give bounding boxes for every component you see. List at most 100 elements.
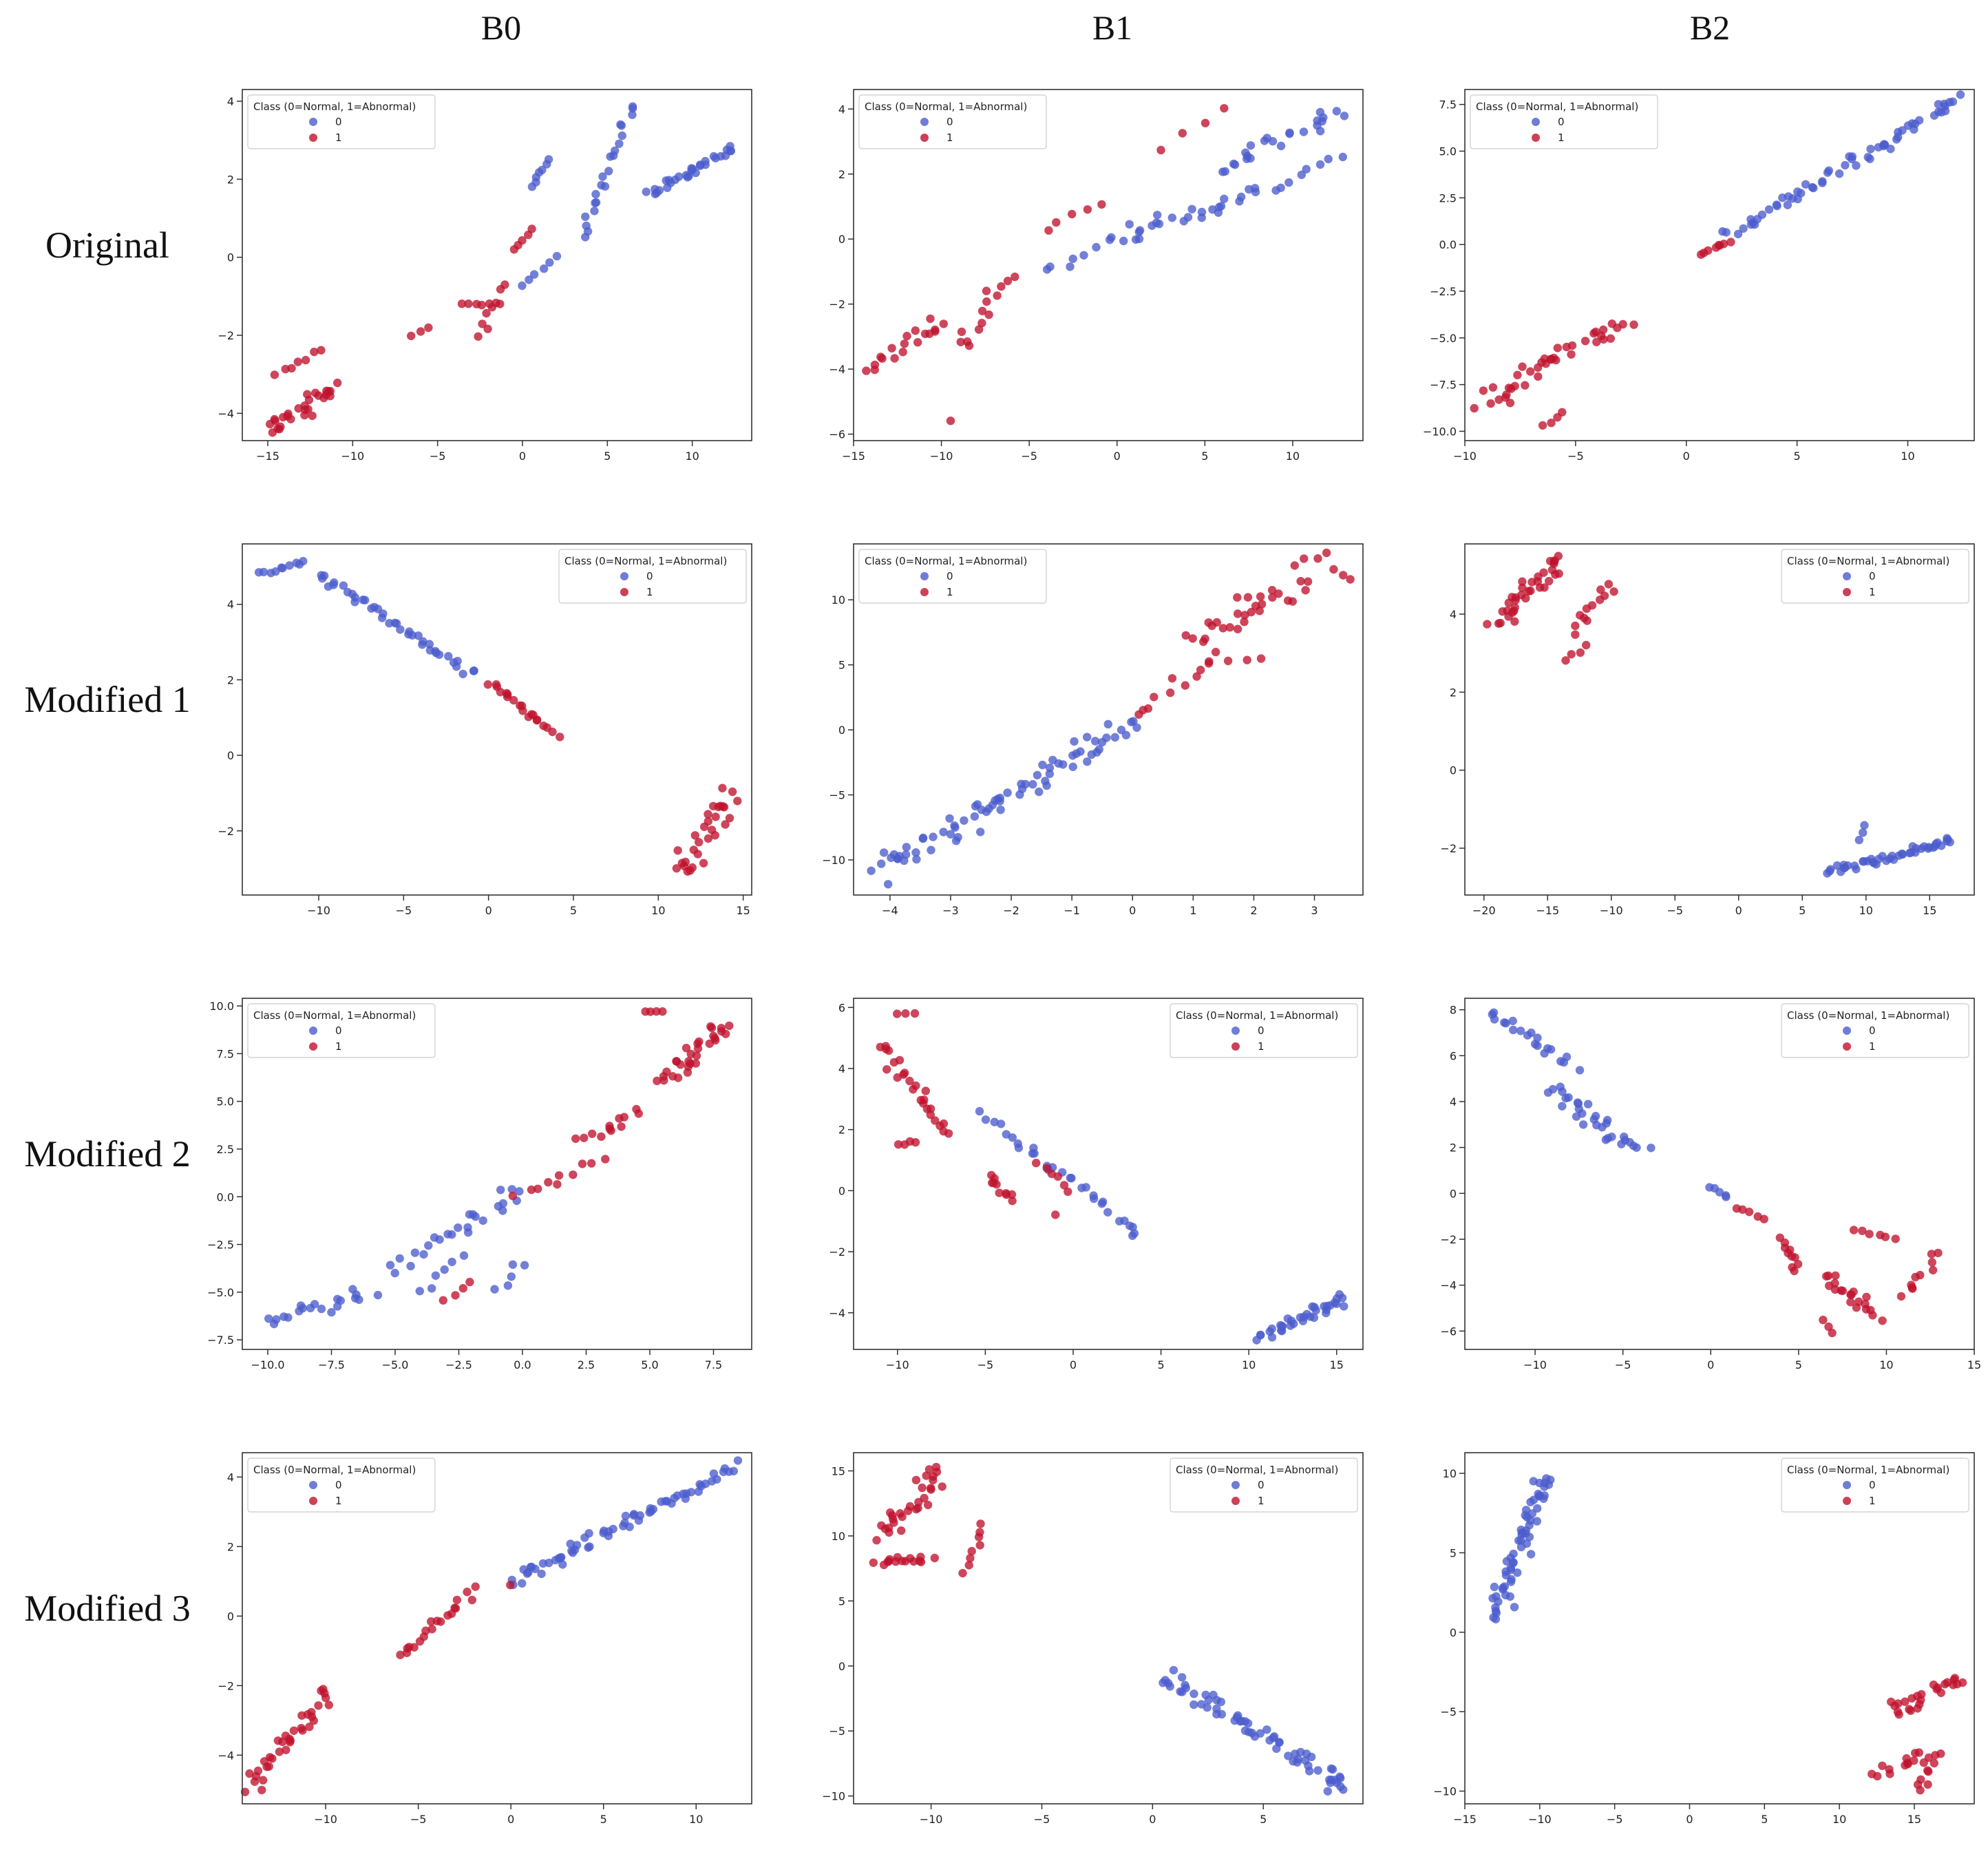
panel-modified-3-b2-series-1 bbox=[1868, 1674, 1967, 1795]
scatter-point bbox=[870, 360, 880, 370]
y-tick-label: 2 bbox=[1450, 686, 1457, 699]
y-tick-label: 2 bbox=[227, 1540, 234, 1553]
scatter-point bbox=[1340, 112, 1349, 120]
scatter-point bbox=[951, 836, 961, 845]
scatter-point bbox=[483, 324, 492, 333]
scatter-point bbox=[452, 1595, 462, 1605]
scatter-point bbox=[305, 1723, 314, 1732]
legend-marker-0 bbox=[309, 118, 317, 126]
scatter-point bbox=[1494, 395, 1503, 404]
scatter-point bbox=[904, 1506, 913, 1515]
panel-modified-3-b0-legend: Class (0=Normal, 1=Abnormal) 0 1 bbox=[247, 1458, 436, 1513]
scatter-point bbox=[879, 848, 889, 857]
y-tick-label: 2 bbox=[838, 1124, 845, 1137]
legend-title: Class (0=Normal, 1=Abnormal) bbox=[1787, 555, 1949, 567]
scatter-point bbox=[1859, 857, 1868, 866]
scatter-point bbox=[1268, 593, 1277, 602]
scatter-point bbox=[1629, 320, 1638, 329]
scatter-point bbox=[620, 1113, 628, 1122]
x-tick-label: −10 bbox=[920, 1813, 943, 1826]
scatter-point bbox=[944, 1129, 953, 1138]
y-tick-label: 0 bbox=[227, 1610, 234, 1623]
scatter-point bbox=[1523, 1031, 1532, 1040]
scatter-point bbox=[1479, 386, 1488, 395]
scatter-point bbox=[1518, 577, 1527, 586]
scatter-point bbox=[686, 1488, 696, 1497]
scatter-point bbox=[527, 224, 536, 233]
scatter-point bbox=[1790, 1266, 1799, 1276]
scatter-point bbox=[927, 845, 935, 854]
row-header-modified-3: Modified 3 bbox=[24, 1588, 191, 1629]
scatter-point bbox=[1470, 403, 1479, 413]
scatter-point bbox=[1618, 319, 1627, 329]
scatter-point bbox=[617, 121, 626, 130]
scatter-point bbox=[1850, 861, 1859, 870]
scatter-point bbox=[390, 1268, 399, 1278]
scatter-point bbox=[1603, 1134, 1612, 1143]
x-tick-label: 0 bbox=[485, 904, 492, 917]
y-tick-label: −2.5 bbox=[1430, 285, 1457, 298]
scatter-point bbox=[410, 1643, 419, 1652]
scatter-point bbox=[901, 1009, 910, 1018]
scatter-point bbox=[1881, 140, 1890, 149]
scatter-point bbox=[1845, 152, 1854, 161]
scatter-point bbox=[245, 1769, 254, 1778]
scatter-point bbox=[931, 1462, 941, 1472]
scatter-point bbox=[1576, 648, 1585, 657]
scatter-point bbox=[396, 625, 405, 634]
y-tick-label: −2 bbox=[218, 329, 234, 342]
panel-original-b2-legend: Class (0=Normal, 1=Abnormal) 0 1 bbox=[1470, 94, 1658, 149]
x-tick-label: −10 bbox=[314, 1813, 337, 1826]
scatter-point bbox=[1346, 575, 1355, 584]
legend-marker-1 bbox=[920, 588, 929, 596]
scatter-point bbox=[1941, 1680, 1949, 1689]
scatter-point bbox=[459, 1251, 469, 1260]
legend-marker-0 bbox=[1532, 118, 1540, 126]
scatter-point bbox=[410, 1248, 420, 1257]
scatter-point bbox=[1840, 863, 1850, 872]
scatter-point bbox=[1831, 1271, 1840, 1280]
legend-marker-0 bbox=[1843, 1481, 1851, 1489]
scatter-point bbox=[1501, 1590, 1510, 1600]
scatter-point bbox=[1543, 1088, 1553, 1097]
scatter-point bbox=[451, 1291, 460, 1300]
scatter-point bbox=[1837, 1286, 1846, 1295]
scatter-point bbox=[598, 172, 607, 181]
scatter-point bbox=[1297, 170, 1306, 180]
scatter-point bbox=[1580, 337, 1590, 346]
scatter-point bbox=[424, 1241, 433, 1250]
scatter-point bbox=[1600, 591, 1609, 600]
scatter-point bbox=[1233, 624, 1242, 633]
scatter-point bbox=[324, 387, 333, 396]
legend-title: Class (0=Normal, 1=Abnormal) bbox=[1176, 1009, 1338, 1022]
y-tick-label: 6 bbox=[1450, 1049, 1457, 1062]
scatter-point bbox=[1070, 737, 1079, 746]
panel-modified-2-b2-legend: Class (0=Normal, 1=Abnormal) 0 1 bbox=[1781, 1003, 1969, 1058]
x-tick-label: −4 bbox=[882, 904, 898, 917]
scatter-point bbox=[625, 1522, 634, 1531]
scatter-point bbox=[1313, 1766, 1322, 1775]
y-tick-label: 2 bbox=[838, 168, 845, 181]
x-tick-label: 15 bbox=[1907, 1813, 1921, 1826]
scatter-point bbox=[567, 1546, 576, 1555]
scatter-point bbox=[604, 167, 613, 176]
scatter-point bbox=[1300, 554, 1309, 563]
scatter-point bbox=[329, 580, 338, 589]
scatter-point bbox=[1332, 1778, 1342, 1787]
panel-modified-3-b0-series-0 bbox=[507, 1456, 743, 1590]
legend-title: Class (0=Normal, 1=Abnormal) bbox=[865, 555, 1027, 567]
scatter-point bbox=[1787, 1252, 1796, 1261]
scatter-point bbox=[1518, 583, 1527, 592]
scatter-point bbox=[956, 337, 965, 346]
scatter-point bbox=[1518, 362, 1527, 371]
legend-label-0: 0 bbox=[1869, 570, 1876, 582]
scatter-point bbox=[902, 331, 911, 341]
legend-marker-1 bbox=[309, 1497, 317, 1505]
scatter-point bbox=[957, 327, 966, 337]
scatter-point bbox=[652, 1007, 661, 1016]
scatter-point bbox=[444, 652, 453, 661]
scatter-point bbox=[1539, 568, 1548, 577]
panel-original-b1-frame bbox=[853, 89, 1364, 441]
scatter-point bbox=[1526, 1516, 1535, 1525]
